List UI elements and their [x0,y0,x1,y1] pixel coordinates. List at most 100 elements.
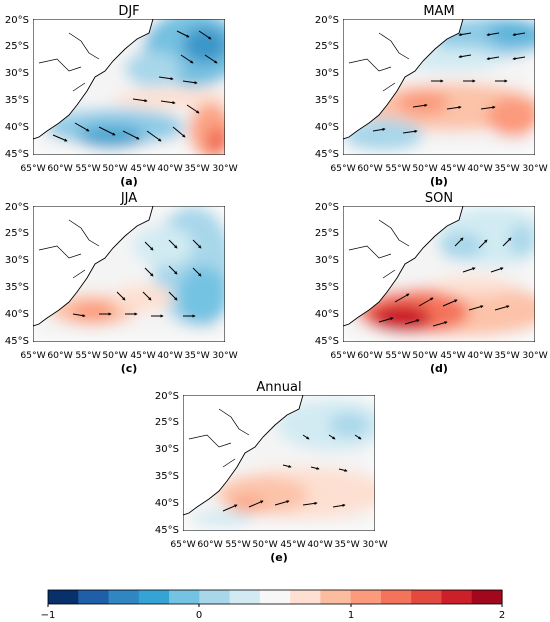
panel-djf: DJF [5,4,238,188]
panel-tag: (e) [270,551,288,564]
svg-text:35°W: 35°W [494,163,519,174]
svg-text:55°W: 55°W [225,539,250,550]
svg-text:35°S: 35°S [5,282,29,293]
svg-text:20°S: 20°S [155,391,179,402]
colorbar-ticks: −1 0 1 2 [41,604,505,621]
colorbar-cell [108,590,140,604]
svg-text:40°W: 40°W [307,539,332,550]
svg-text:50°W: 50°W [102,350,127,361]
svg-text:25°S: 25°S [155,417,179,428]
land [343,206,464,327]
svg-text:60°W: 60°W [197,539,222,550]
wind-vectors [72,239,202,318]
wind-vectors [372,32,526,134]
svg-text:45°W: 45°W [440,163,465,174]
svg-text:30°W: 30°W [212,163,237,174]
panel-annual: Annual [155,380,388,564]
svg-text:45°S: 45°S [315,149,339,160]
colorbar: −1 0 1 2 [41,589,505,621]
svg-text:25°S: 25°S [315,41,339,52]
svg-text:40°W: 40°W [467,163,492,174]
colorbar-cell [259,590,291,604]
svg-text:40°S: 40°S [315,309,339,320]
svg-text:60°W: 60°W [357,163,382,174]
colorbar-cell [138,590,170,604]
panel-tag: (a) [120,175,137,188]
svg-text:60°W: 60°W [357,350,382,361]
svg-text:65°W: 65°W [170,539,195,550]
panel-tag: (d) [430,362,448,375]
svg-text:25°S: 25°S [5,41,29,52]
svg-text:25°S: 25°S [315,228,339,239]
svg-text:30°W: 30°W [362,539,387,550]
wind-vectors [52,30,218,142]
land [343,19,464,140]
svg-text:35°W: 35°W [494,350,519,361]
svg-text:35°W: 35°W [184,350,209,361]
svg-text:65°W: 65°W [330,163,355,174]
panel-title: SON [425,191,453,206]
panel-son: SON [315,191,548,375]
svg-text:35°S: 35°S [315,282,339,293]
svg-text:65°W: 65°W [330,350,355,361]
svg-text:40°S: 40°S [5,122,29,133]
colorbar-tick-label: 1 [348,610,354,621]
svg-text:55°W: 55°W [75,163,100,174]
svg-text:30°S: 30°S [155,444,179,455]
svg-text:45°W: 45°W [130,163,155,174]
colorbar-cell [380,590,412,604]
wind-vectors [222,434,362,512]
lat-axis: 20°S 25°S 30°S 35°S 40°S 45°S [315,15,339,160]
svg-text:20°S: 20°S [315,15,339,26]
svg-text:20°S: 20°S [5,15,29,26]
colorbar-tick-label: 0 [196,610,202,621]
svg-text:45°W: 45°W [440,350,465,361]
colorbar-cell [290,590,321,604]
map-area [343,206,535,342]
lat-axis: 20°S 25°S 30°S 35°S 40°S 45°S [315,202,339,347]
panel-title: DJF [118,4,139,19]
svg-text:40°S: 40°S [5,309,29,320]
svg-text:50°W: 50°W [412,350,437,361]
svg-text:60°W: 60°W [47,163,72,174]
lat-axis: 20°S 25°S 30°S 35°S 40°S 45°S [5,202,29,347]
svg-text:20°S: 20°S [5,202,29,213]
wind-vectors [378,237,512,327]
land [183,395,304,516]
lat-axis: 20°S 25°S 30°S 35°S 40°S 45°S [155,391,179,536]
svg-text:55°W: 55°W [385,350,410,361]
svg-text:55°W: 55°W [385,163,410,174]
svg-text:35°W: 35°W [334,539,359,550]
colorbar-cell [78,590,110,604]
map-area [33,19,225,155]
colorbar-cell [441,590,473,604]
panel-mam: MAM [315,4,548,188]
svg-text:35°S: 35°S [315,95,339,106]
svg-text:45°S: 45°S [315,336,339,347]
svg-text:30°S: 30°S [5,68,29,79]
lon-axis: 65°W 60°W 55°W 50°W 45°W 40°W 35°W 30°W [20,163,237,174]
svg-text:50°W: 50°W [102,163,127,174]
colorbar-cell [471,590,503,604]
colorbar-cell [169,590,200,604]
colorbar-cell [411,590,443,604]
svg-text:60°W: 60°W [47,350,72,361]
map-area [343,19,535,155]
svg-text:65°W: 65°W [20,163,45,174]
colorbar-frame [47,589,503,605]
svg-text:50°W: 50°W [412,163,437,174]
colorbar-tick-label: −1 [41,610,56,621]
svg-text:65°W: 65°W [20,350,45,361]
svg-text:55°W: 55°W [75,350,100,361]
colorbar-cell [199,590,231,604]
svg-text:45°S: 45°S [5,336,29,347]
svg-text:35°W: 35°W [184,163,209,174]
svg-text:45°W: 45°W [280,539,305,550]
panel-tag: (c) [121,362,138,375]
svg-text:35°S: 35°S [155,471,179,482]
colorbar-tick-label: 2 [499,610,505,621]
svg-text:30°S: 30°S [5,255,29,266]
svg-text:35°S: 35°S [5,95,29,106]
svg-text:45°S: 45°S [5,149,29,160]
lat-axis: 20°S 25°S 30°S 35°S 40°S 45°S [5,15,29,160]
